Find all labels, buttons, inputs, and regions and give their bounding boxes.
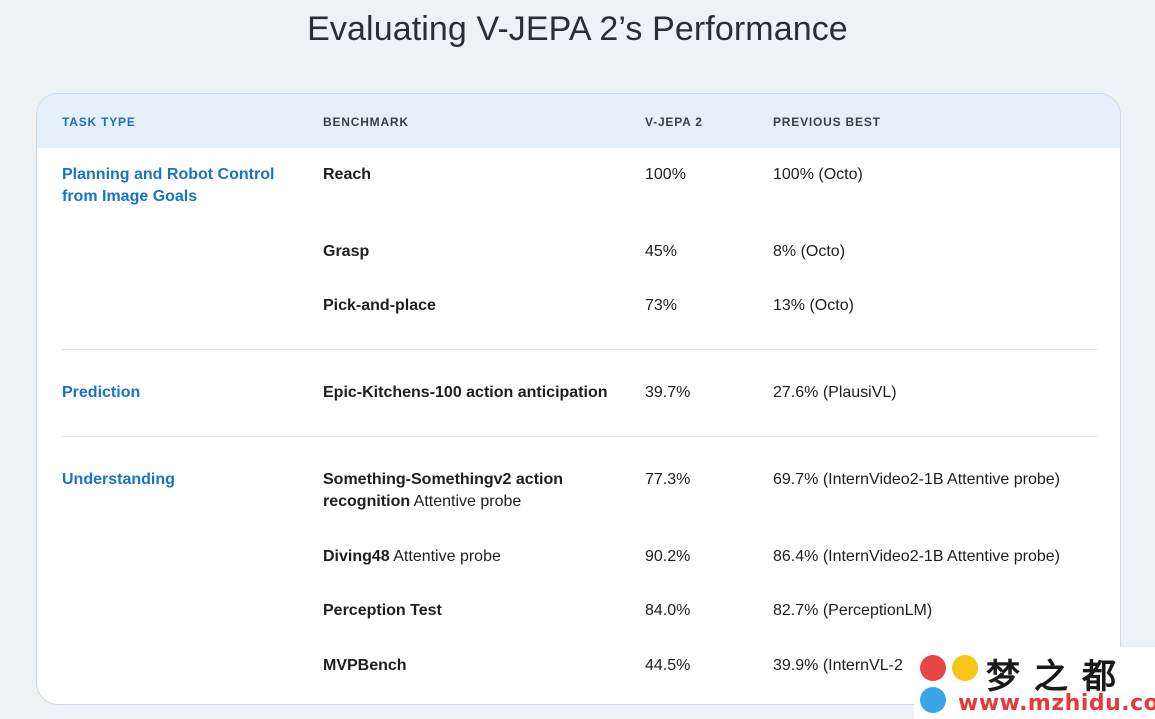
watermark: 梦之都 www.mzhidu.com [914,647,1155,719]
task-type-prediction: Prediction [62,384,141,401]
previous-best-score: 82.7% (PerceptionLM) [773,602,933,619]
header-previous-best: PREVIOUS BEST [773,115,881,129]
benchmark-cell: Perception Test [323,602,442,619]
task-type-planning: Planning and Robot Control from Image Go… [62,166,275,205]
vjepa2-score: 73% [645,297,678,314]
benchmark-cell: Reach [323,166,372,183]
vjepa2-score: 90.2% [645,548,691,565]
vjepa2-score: 77.3% [645,471,691,488]
vjepa2-score: 39.7% [645,384,691,401]
watermark-red-face-icon [920,655,946,681]
header-benchmark: BENCHMARK [323,115,409,129]
vjepa2-score: 84.0% [645,602,691,619]
watermark-url: www.mzhidu.com [958,691,1155,716]
benchmark-cell: Something-Somethingv2 action recognition… [323,471,564,510]
previous-best-score: 86.4% (InternVideo2-1B Attentive probe) [773,548,1060,565]
vjepa2-score: 100% [645,166,686,183]
benchmark-cell: Diving48 Attentive probe [323,548,501,565]
previous-best-score: 39.9% (InternVL-2 [773,657,903,674]
previous-best-score: 13% (Octo) [773,297,854,314]
vjepa2-score: 45% [645,243,678,260]
watermark-blue-face-icon [920,687,946,713]
benchmark-cell: Pick-and-place [323,297,436,314]
watermark-yellow-face-icon [952,655,978,681]
benchmark-cell: MVPBench [323,657,407,674]
group-divider [62,349,1097,350]
vjepa2-score: 44.5% [645,657,691,674]
previous-best-score: 8% (Octo) [773,243,846,260]
benchmark-cell: Epic-Kitchens-100 action anticipation [323,384,608,401]
group-divider [62,436,1097,437]
watermark-chinese-text: 梦之都 [986,657,1130,697]
page-title: Evaluating V-JEPA 2’s Performance [307,10,848,48]
previous-best-score: 69.7% (InternVideo2-1B Attentive probe) [773,471,1060,488]
previous-best-score: 27.6% (PlausiVL) [773,384,897,401]
header-task-type: TASK TYPE [62,115,136,129]
previous-best-score: 100% (Octo) [773,166,863,183]
table-header: TASK TYPE BENCHMARK V-JEPA 2 PREVIOUS BE… [37,94,1120,148]
task-type-understanding: Understanding [62,471,175,488]
performance-table: TASK TYPE BENCHMARK V-JEPA 2 PREVIOUS BE… [36,93,1121,705]
benchmark-cell: Grasp [323,243,370,260]
header-vjepa2: V-JEPA 2 [645,115,703,129]
